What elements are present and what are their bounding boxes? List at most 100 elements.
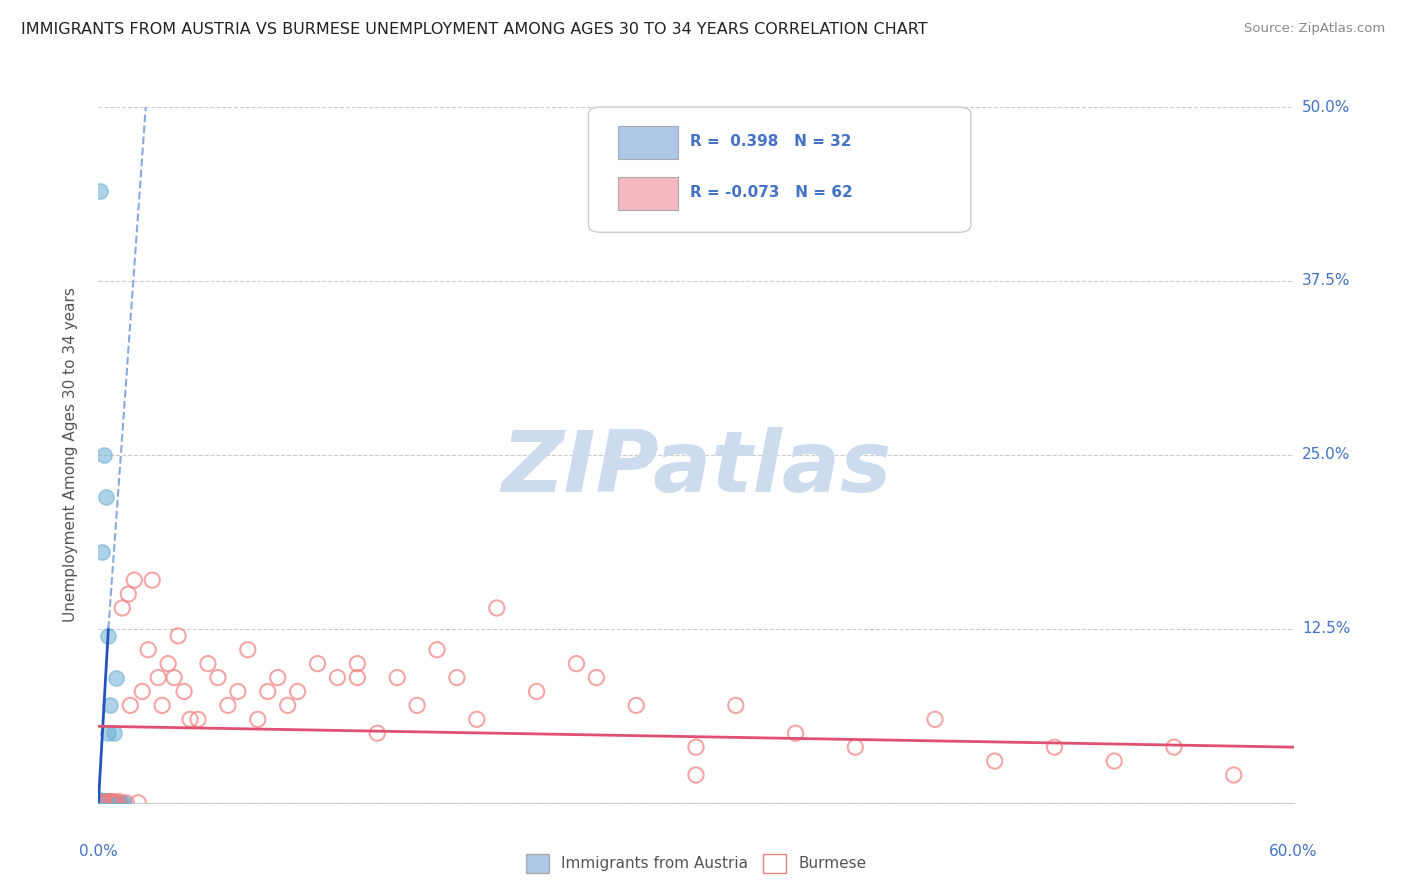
Point: [485, 601, 508, 615]
Point: [624, 698, 647, 713]
Point: [236, 642, 259, 657]
Point: [98, 794, 122, 808]
Point: [406, 698, 429, 713]
Point: [163, 671, 186, 685]
Point: [157, 657, 180, 671]
Point: [115, 796, 138, 810]
Point: [98, 796, 122, 810]
Point: [91, 794, 114, 808]
Point: [526, 684, 548, 698]
Point: [120, 698, 142, 713]
Point: [101, 794, 124, 808]
Point: [287, 684, 309, 698]
Point: [96, 794, 118, 808]
Point: [98, 698, 122, 713]
Point: [246, 712, 269, 726]
Point: [89, 796, 111, 810]
Point: [124, 573, 146, 587]
Point: [179, 712, 201, 726]
FancyBboxPatch shape: [619, 126, 678, 159]
Point: [226, 684, 249, 698]
Point: [1222, 768, 1246, 782]
Point: [924, 712, 946, 726]
Point: [97, 794, 120, 808]
Point: [105, 796, 128, 810]
Point: [844, 740, 866, 755]
Point: [97, 796, 120, 810]
Point: [217, 698, 239, 713]
Point: [107, 796, 129, 810]
Point: [93, 448, 115, 462]
Point: [197, 657, 219, 671]
Point: [91, 796, 114, 810]
Point: [366, 726, 388, 740]
FancyBboxPatch shape: [619, 177, 678, 210]
FancyBboxPatch shape: [588, 107, 970, 232]
Point: [585, 671, 607, 685]
Text: 25.0%: 25.0%: [1302, 448, 1350, 462]
Point: [256, 684, 278, 698]
Point: [983, 754, 1005, 768]
Point: [136, 642, 159, 657]
Point: [93, 794, 115, 808]
Point: [685, 740, 707, 755]
Legend: Immigrants from Austria, Burmese: Immigrants from Austria, Burmese: [520, 847, 872, 879]
Text: 50.0%: 50.0%: [1302, 100, 1350, 114]
Text: 12.5%: 12.5%: [1302, 622, 1350, 636]
Point: [111, 796, 134, 810]
Point: [207, 671, 229, 685]
Point: [685, 768, 707, 782]
Point: [91, 794, 114, 808]
Point: [103, 796, 125, 810]
Point: [103, 726, 125, 740]
Point: [150, 698, 173, 713]
Point: [97, 726, 120, 740]
Point: [101, 796, 124, 810]
Point: [173, 684, 195, 698]
Point: [1102, 754, 1125, 768]
Point: [97, 794, 120, 808]
Point: [465, 712, 488, 726]
Point: [307, 657, 329, 671]
Point: [326, 671, 349, 685]
Point: [93, 796, 115, 810]
Point: [93, 796, 115, 810]
Point: [1043, 740, 1066, 755]
Text: 0.0%: 0.0%: [79, 845, 118, 859]
Point: [187, 712, 209, 726]
Point: [346, 657, 368, 671]
Text: IMMIGRANTS FROM AUSTRIA VS BURMESE UNEMPLOYMENT AMONG AGES 30 TO 34 YEARS CORREL: IMMIGRANTS FROM AUSTRIA VS BURMESE UNEMP…: [21, 22, 928, 37]
Point: [89, 794, 111, 808]
Point: [141, 573, 163, 587]
Point: [565, 657, 588, 671]
Point: [107, 794, 129, 808]
Text: R = -0.073   N = 62: R = -0.073 N = 62: [690, 186, 853, 200]
Point: [98, 796, 122, 810]
Point: [111, 601, 134, 615]
Point: [101, 794, 124, 808]
Point: [97, 629, 120, 643]
Point: [148, 671, 170, 685]
Text: 37.5%: 37.5%: [1302, 274, 1350, 288]
Point: [131, 684, 153, 698]
Text: R =  0.398   N = 32: R = 0.398 N = 32: [690, 135, 852, 149]
Point: [89, 793, 111, 807]
Point: [105, 671, 128, 685]
Text: Source: ZipAtlas.com: Source: ZipAtlas.com: [1244, 22, 1385, 36]
Point: [446, 671, 468, 685]
Point: [1163, 740, 1185, 755]
Point: [385, 671, 409, 685]
Text: 60.0%: 60.0%: [1270, 845, 1317, 859]
Point: [346, 671, 368, 685]
Point: [89, 184, 111, 198]
Y-axis label: Unemployment Among Ages 30 to 34 years: Unemployment Among Ages 30 to 34 years: [63, 287, 77, 623]
Point: [89, 796, 111, 810]
Point: [110, 796, 132, 810]
Point: [96, 490, 118, 504]
Point: [267, 671, 290, 685]
Point: [724, 698, 747, 713]
Point: [117, 587, 139, 601]
Point: [105, 796, 128, 810]
Point: [426, 642, 449, 657]
Text: ZIPatlas: ZIPatlas: [501, 427, 891, 510]
